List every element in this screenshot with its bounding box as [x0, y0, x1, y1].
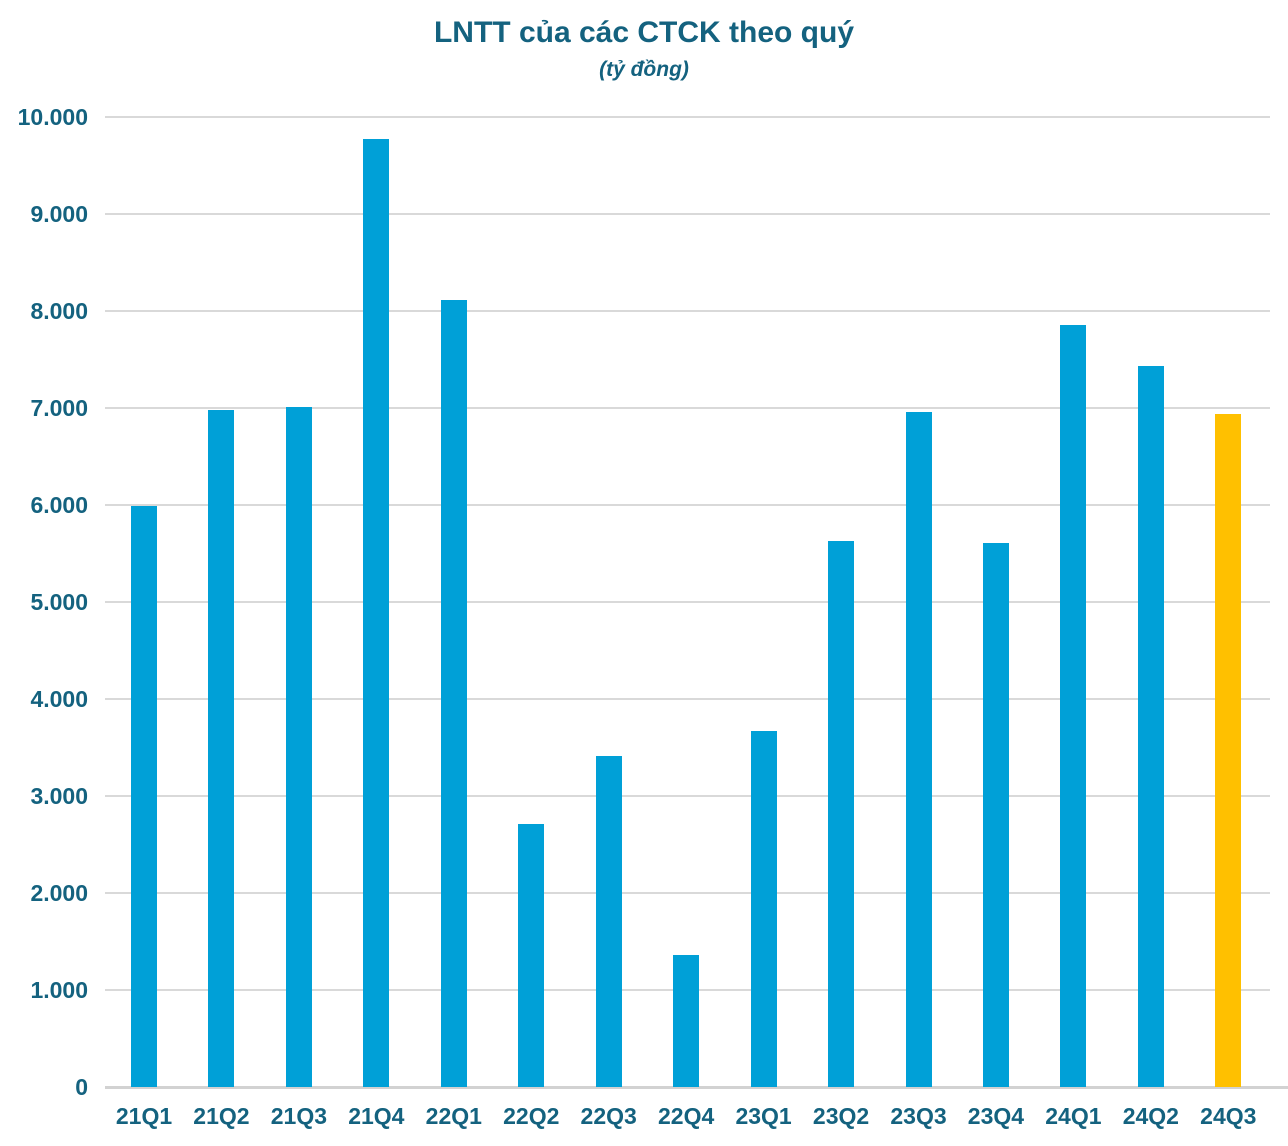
y-axis-tick-label: 5.000: [30, 589, 88, 615]
bar-24Q2: [1137, 366, 1164, 1087]
bar-24Q1: [1060, 324, 1087, 1087]
y-axis-tick-label: 1.000: [30, 977, 88, 1003]
x-axis-line: [105, 1086, 1288, 1089]
y-axis-tick-label: 6.000: [30, 492, 88, 518]
x-axis-tick-label-24Q2: 24Q2: [1122, 1103, 1179, 1129]
bar-23Q2: [828, 540, 855, 1087]
bar-22Q3: [595, 756, 622, 1087]
x-axis-tick-label-24Q3: 24Q3: [1200, 1103, 1257, 1129]
y-axis-tick-label: 4.000: [30, 686, 88, 712]
bar-21Q1: [131, 505, 157, 1087]
gridline-7.000: [105, 407, 1270, 409]
x-axis-tick-label-22Q1: 22Q1: [425, 1103, 482, 1129]
y-axis-tick-label: 9.000: [30, 201, 88, 227]
gridline-9.000: [105, 213, 1270, 215]
chart-subtitle: (tỷ đồng): [599, 58, 689, 81]
bar-21Q2: [208, 409, 235, 1087]
x-axis-tick-label-23Q3: 23Q3: [890, 1103, 947, 1129]
x-axis-tick-label-21Q4: 21Q4: [348, 1103, 405, 1129]
gridline-6.000: [105, 504, 1270, 506]
x-axis-tick-label-23Q4: 23Q4: [967, 1103, 1025, 1129]
gridline-2.000: [105, 892, 1270, 894]
x-axis-tick-label-23Q1: 23Q1: [735, 1103, 792, 1129]
y-axis-tick-label: 2.000: [30, 880, 88, 906]
gridline-4.000: [105, 698, 1270, 700]
y-axis-tick-label: 8.000: [30, 298, 88, 324]
bar-22Q4: [673, 955, 700, 1087]
bar-23Q4: [982, 542, 1009, 1087]
gridline-8.000: [105, 310, 1270, 312]
x-axis-tick-label-23Q2: 23Q2: [812, 1103, 870, 1129]
y-axis-tick-label: 7.000: [30, 395, 88, 421]
gridline-10.000: [105, 116, 1270, 118]
chart-title: LNTT của các CTCK theo quý: [433, 16, 855, 49]
x-axis-tick-label-21Q2: 21Q2: [193, 1103, 250, 1129]
x-axis-tick-label-21Q1: 21Q1: [115, 1103, 173, 1129]
x-axis-tick-label-22Q3: 22Q3: [580, 1103, 637, 1129]
bar-21Q3: [285, 407, 312, 1087]
gridline-5.000: [105, 601, 1270, 603]
y-axis-tick-label: 3.000: [30, 783, 88, 809]
bar-23Q1: [750, 731, 777, 1087]
bar-21Q4: [363, 139, 390, 1087]
x-axis-tick-label-21Q3: 21Q3: [270, 1103, 328, 1129]
gridline-3.000: [105, 795, 1270, 797]
y-axis-tick-label: 0: [75, 1074, 88, 1100]
x-axis-tick-label-24Q1: 24Q1: [1045, 1103, 1102, 1129]
bar-23Q3: [905, 411, 932, 1087]
x-axis-tick-label-22Q4: 22Q4: [658, 1103, 715, 1129]
bar-22Q1: [440, 300, 467, 1087]
bar-22Q2: [518, 824, 545, 1087]
y-axis-tick-label: 10.000: [17, 104, 88, 130]
bar-24Q3: [1215, 413, 1242, 1087]
x-axis-tick-label-22Q2: 22Q2: [503, 1103, 560, 1129]
